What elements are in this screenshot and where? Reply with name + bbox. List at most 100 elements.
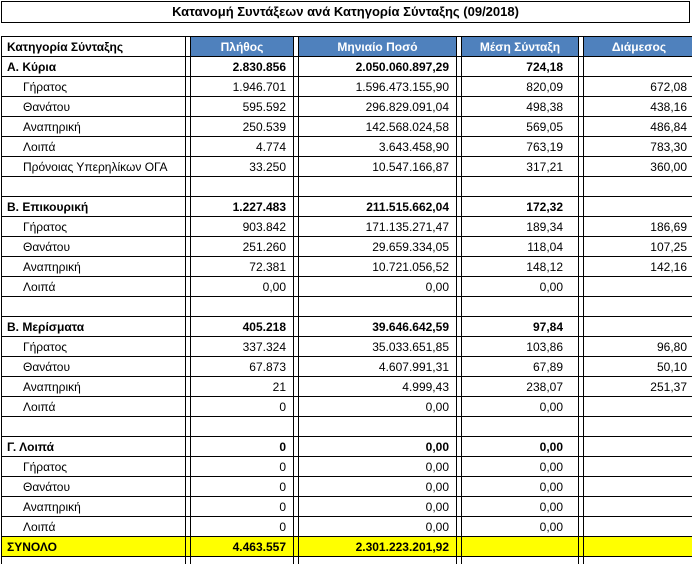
mean-pension-cell: 0,00 (461, 476, 579, 497)
monthly-amount-cell: 211.515.662,04 (298, 196, 457, 217)
row-label: Γήρατος (1, 456, 186, 477)
median-cell: 251,37 (583, 376, 692, 397)
col-header-category: Κατηγορία Σύνταξης (1, 36, 186, 57)
monthly-amount-cell: 0,00 (298, 276, 457, 297)
count-cell: 337.324 (190, 336, 294, 357)
count-cell: 1.227.483 (190, 196, 294, 217)
table-row: Γ. Λοιπά 0 0,00 0,00 (1, 436, 692, 457)
median-cell (583, 436, 692, 457)
count-cell (190, 176, 294, 197)
mean-pension-cell: 189,34 (461, 216, 579, 237)
col-header-mean-pension: Μέση Σύνταξη (461, 36, 579, 57)
header-row: Κατηγορία Σύνταξης Πλήθος Μηνιαίο Ποσό Μ… (1, 36, 692, 57)
count-cell: 0 (190, 496, 294, 517)
count-cell: 250.539 (190, 116, 294, 137)
count-cell: 4.774 (190, 136, 294, 157)
row-label: Θανάτου (1, 476, 186, 497)
count-cell: 33.250 (190, 156, 294, 177)
pension-table: Κατηγορία Σύνταξης Πλήθος Μηνιαίο Ποσό Μ… (1, 36, 692, 564)
table-row: Θανάτου 0 0,00 0,00 (1, 476, 692, 497)
table-row: Θανάτου 251.260 29.659.334,05 118,04 107,25 (1, 236, 692, 257)
table-row: Πρόνοιας Υπερηλίκων ΟΓΑ 33.250 10.547.166,… (1, 156, 692, 177)
median-cell (583, 516, 692, 537)
table-row: Γήρατος 1.946.701 1.596.473.155,90 820,09 67… (1, 76, 692, 97)
row-label: Λοιπά (1, 396, 186, 417)
row-label: Αναπηρική (1, 496, 186, 517)
count-cell: 0 (190, 476, 294, 497)
mean-pension-cell (461, 556, 579, 564)
monthly-amount-cell: 0,00 (298, 516, 457, 537)
mean-pension-cell (461, 176, 579, 197)
monthly-amount-cell: 29.659.334,05 (298, 236, 457, 257)
mean-pension-cell: 172,32 (461, 196, 579, 217)
table-row: Γήρατος 0 0,00 0,00 (1, 456, 692, 477)
monthly-amount-cell: 0,00 (298, 436, 457, 457)
mean-pension-cell: 148,12 (461, 256, 579, 277)
monthly-amount-cell: 39.646.642,59 (298, 316, 457, 337)
count-cell: 1.946.701 (190, 76, 294, 97)
mean-pension-cell: 118,04 (461, 236, 579, 257)
mean-pension-cell (461, 536, 579, 557)
median-cell (583, 476, 692, 497)
mean-pension-cell: 569,05 (461, 116, 579, 137)
row-label: Θανάτου (1, 236, 186, 257)
count-cell: 67.873 (190, 356, 294, 377)
row-label: Αναπηρική (1, 116, 186, 137)
monthly-amount-cell: 0,00 (298, 396, 457, 417)
count-cell (190, 556, 294, 564)
median-cell (583, 316, 692, 337)
table-title: Κατανομή Συντάξεων ανά Κατηγορία Σύνταξη… (1, 1, 690, 23)
row-label: Αναπηρική (1, 256, 186, 277)
table-row: Αναπηρική 72.381 10.721.056,52 148,12 142,16 (1, 256, 692, 277)
monthly-amount-cell: 10.721.056,52 (298, 256, 457, 277)
table-row: Β. Μερίσματα 405.218 39.646.642,59 97,84 (1, 316, 692, 337)
count-cell: 595.592 (190, 96, 294, 117)
count-cell: 405.218 (190, 316, 294, 337)
mean-pension-cell: 67,89 (461, 356, 579, 377)
median-cell (583, 296, 692, 317)
median-cell: 672,08 (583, 76, 692, 97)
count-cell: 0,00 (190, 276, 294, 297)
count-cell: 251.260 (190, 236, 294, 257)
title-gap (0, 23, 692, 36)
monthly-amount-cell: 0,00 (298, 496, 457, 517)
table-row: Αναπηρική 0 0,00 0,00 (1, 496, 692, 517)
monthly-amount-cell: 0,00 (298, 476, 457, 497)
median-cell (583, 456, 692, 477)
median-cell: 96,80 (583, 336, 692, 357)
row-label: Γήρατος (1, 76, 186, 97)
monthly-amount-cell: 10.547.166,87 (298, 156, 457, 177)
mean-pension-cell: 820,09 (461, 76, 579, 97)
monthly-amount-cell: 1.596.473.155,90 (298, 76, 457, 97)
median-cell (583, 536, 692, 557)
mean-pension-cell: 724,18 (461, 56, 579, 77)
count-cell: 2.830.856 (190, 56, 294, 77)
monthly-amount-cell: 4.607.991,31 (298, 356, 457, 377)
row-label: Α. Κύρια (1, 56, 186, 77)
row-label: Γήρατος (1, 216, 186, 237)
mean-pension-cell: 317,21 (461, 156, 579, 177)
median-cell: 142,16 (583, 256, 692, 277)
mean-pension-cell: 763,19 (461, 136, 579, 157)
row-label (1, 296, 186, 317)
median-cell (583, 396, 692, 417)
col-header-count: Πλήθος (190, 36, 294, 57)
table-row: Λοιπά 0 0,00 0,00 (1, 396, 692, 417)
count-cell: 0 (190, 436, 294, 457)
table-row: Β. Επικουρική 1.227.483 211.515.662,04 172,… (1, 196, 692, 217)
row-label: Λοιπά (1, 276, 186, 297)
median-cell: 186,69 (583, 216, 692, 237)
row-label: Β. Επικουρική (1, 196, 186, 217)
monthly-amount-cell: 2.050.060.897,29 (298, 56, 457, 77)
total-row: ΣΥΝΟΛΟ 4.463.557 2.301.223.201,92 (1, 536, 692, 557)
median-cell: 107,25 (583, 236, 692, 257)
row-label: Θανάτου (1, 96, 186, 117)
col-header-median: Διάμεσος (583, 36, 692, 57)
row-label: Πρόνοιας Υπερηλίκων ΟΓΑ (1, 156, 186, 177)
row-label: Β. Μερίσματα (1, 316, 186, 337)
row-label: Γ. Λοιπά (1, 436, 186, 457)
median-cell: 360,00 (583, 156, 692, 177)
row-label (1, 556, 186, 564)
mean-pension-cell: 0,00 (461, 496, 579, 517)
count-cell: 21 (190, 376, 294, 397)
